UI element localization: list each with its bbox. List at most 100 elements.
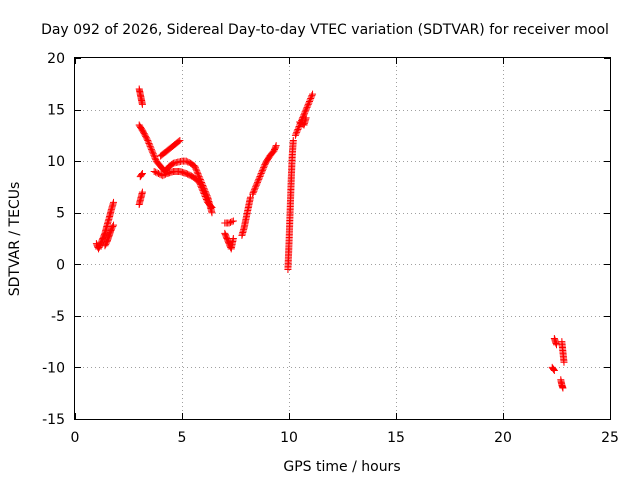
data-point: [202, 195, 210, 203]
data-point: [294, 124, 302, 132]
data-point: [175, 137, 183, 145]
data-point: [256, 172, 264, 180]
data-point: [109, 222, 117, 230]
data-point: [198, 184, 206, 192]
y-tick-label: 20: [47, 51, 65, 67]
y-axis-label: SDTVAR / TECUs: [7, 182, 23, 297]
data-point: [560, 358, 568, 366]
data-point: [272, 142, 280, 150]
data-point: [138, 188, 146, 196]
data-point: [306, 96, 314, 104]
y-tick-label: 0: [56, 257, 65, 273]
data-point: [150, 153, 158, 161]
data-point: [249, 189, 257, 197]
data-point: [301, 108, 309, 116]
data-point: [229, 235, 237, 242]
data-point: [254, 178, 262, 186]
data-point: [153, 169, 161, 177]
data-point: [225, 219, 233, 227]
data-point: [254, 177, 262, 185]
data-point: [292, 130, 300, 138]
data-point: [305, 99, 313, 107]
x-axis-label: GPS time / hours: [283, 459, 400, 475]
data-point: [146, 142, 154, 150]
data-point: [308, 92, 316, 100]
data-point: [257, 170, 265, 178]
data-point: [259, 165, 267, 173]
y-tick-label: -10: [42, 360, 65, 376]
data-point: [301, 109, 309, 117]
y-tick-label: 5: [56, 206, 65, 222]
data-point: [147, 144, 155, 152]
data-point: [250, 186, 258, 194]
data-point: [293, 127, 301, 135]
data-point: [148, 147, 156, 155]
x-tick-label: 0: [71, 430, 80, 446]
data-point: [257, 171, 265, 179]
data-point: [138, 171, 146, 179]
y-tick-labels: -15 -10 -5 0 5 10 15 20: [42, 51, 65, 428]
data-point: [144, 137, 152, 145]
data-point: [227, 218, 235, 226]
data-point: [252, 183, 260, 191]
data-point: [303, 103, 311, 111]
data-point: [550, 367, 558, 375]
data-point: [196, 179, 204, 187]
data-point: [193, 167, 201, 175]
data-point: [260, 162, 268, 170]
data-point: [260, 164, 268, 172]
data-point: [289, 137, 297, 145]
data-point: [307, 95, 315, 103]
data-point: [151, 154, 159, 162]
data-point: [200, 190, 208, 198]
data-point: [251, 184, 259, 192]
data-point: [293, 128, 301, 136]
data-point: [194, 170, 202, 178]
x-tick-label: 15: [387, 430, 405, 446]
data-point: [255, 174, 263, 182]
data-point: [176, 137, 184, 145]
data-point: [192, 165, 200, 173]
data-point: [201, 191, 209, 199]
y-tick-label: -5: [51, 309, 65, 325]
data-point: [193, 168, 201, 176]
data-point: [294, 125, 302, 133]
data-point: [149, 150, 157, 158]
data-point: [229, 217, 237, 225]
data-point: [150, 167, 158, 175]
data-point: [147, 145, 155, 153]
data-point: [201, 193, 209, 201]
data-point: [207, 203, 215, 211]
data-point: [191, 164, 199, 172]
data-point: [146, 141, 154, 149]
data-point: [208, 204, 216, 212]
data-point: [152, 168, 160, 176]
data-point: [302, 105, 310, 113]
data-point: [291, 131, 299, 139]
data-point: [138, 100, 146, 108]
data-point: [199, 187, 207, 195]
data-point: [110, 198, 118, 206]
data-points: [92, 85, 568, 392]
data-point: [258, 167, 266, 175]
data-point: [198, 185, 206, 193]
data-point: [559, 384, 567, 392]
data-point: [143, 135, 151, 143]
data-point: [305, 97, 313, 105]
data-point: [250, 187, 258, 195]
data-point: [149, 148, 157, 156]
data-point: [184, 158, 192, 166]
data-point: [302, 114, 310, 122]
data-point: [253, 180, 261, 188]
x-tick-label: 20: [494, 430, 512, 446]
chart-title: Day 092 of 2026, Sidereal Day-to-day VTE…: [41, 22, 609, 38]
y-tick-label: -15: [42, 412, 65, 428]
data-point: [307, 93, 315, 101]
data-point: [145, 139, 153, 147]
data-point: [182, 157, 190, 165]
data-point: [195, 178, 203, 186]
data-point: [110, 221, 118, 229]
data-point: [304, 102, 312, 110]
